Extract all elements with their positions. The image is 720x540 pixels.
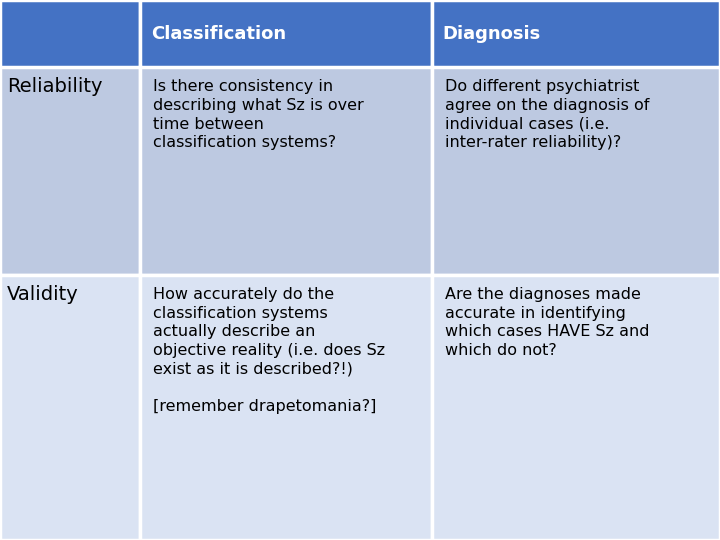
Bar (432, 68, 720, 275)
Text: Reliability: Reliability (7, 77, 103, 96)
Bar (140, 275, 432, 540)
Bar (0, 275, 140, 540)
Text: Diagnosis: Diagnosis (443, 25, 541, 43)
Text: Validity: Validity (7, 285, 79, 304)
Text: Classification: Classification (151, 25, 287, 43)
Bar (432, 275, 720, 540)
Bar (432, 0, 720, 68)
Text: How accurately do the
classification systems
actually describe an
objective real: How accurately do the classification sys… (153, 287, 385, 414)
Bar (0, 68, 140, 275)
Text: Are the diagnoses made
accurate in identifying
which cases HAVE Sz and
which do : Are the diagnoses made accurate in ident… (445, 287, 649, 358)
Text: Do different psychiatrist
agree on the diagnosis of
individual cases (i.e.
inter: Do different psychiatrist agree on the d… (445, 79, 649, 150)
Text: Is there consistency in
describing what Sz is over
time between
classification s: Is there consistency in describing what … (153, 79, 364, 150)
Bar (0, 0, 140, 68)
Bar (140, 68, 432, 275)
Bar (140, 0, 432, 68)
